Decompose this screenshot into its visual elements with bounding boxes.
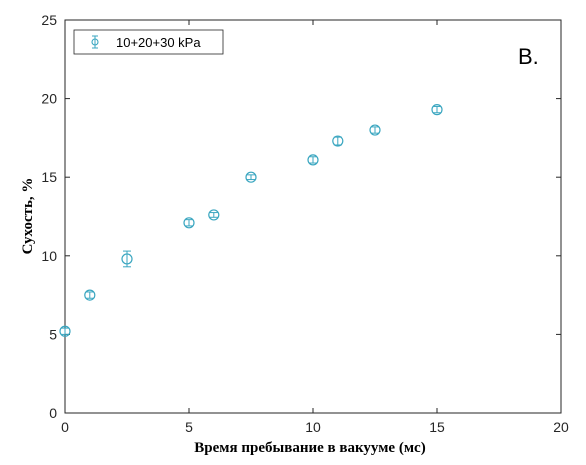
x-tick-label: 20 <box>553 419 569 435</box>
x-axis-title: Время пребывание в вакууме (мс) <box>194 440 425 456</box>
data-point <box>84 289 96 301</box>
plot-area <box>64 19 562 414</box>
data-point-marker <box>431 104 443 116</box>
legend-marker-circle <box>91 38 99 46</box>
data-point-marker <box>183 217 195 229</box>
data-point-marker <box>121 253 133 265</box>
data-point-marker <box>307 154 319 166</box>
data-point-marker <box>208 209 220 221</box>
x-tick-label: 10 <box>305 419 321 435</box>
axis-ticks: 0 5 10 15 20 0 5 10 15 20 25 <box>41 12 569 435</box>
legend-label: 10+20+30 kPa <box>116 35 201 50</box>
data-point <box>245 171 257 183</box>
data-point-marker <box>84 289 96 301</box>
data-point-marker <box>369 124 381 136</box>
legend: 10+20+30 kPa <box>73 29 224 55</box>
data-point <box>307 154 319 166</box>
data-point <box>431 104 443 116</box>
x-tick-label: 5 <box>185 419 193 435</box>
legend-box <box>73 29 224 55</box>
panel-label: B. <box>518 44 539 69</box>
data-point-marker <box>59 325 71 337</box>
data-point <box>208 209 220 221</box>
data-point-marker <box>332 135 344 147</box>
y-tick-label: 5 <box>49 326 57 342</box>
data-point <box>183 217 195 229</box>
y-tick-label: 0 <box>49 405 57 421</box>
data-marks <box>59 104 443 337</box>
data-point <box>59 325 71 337</box>
x-tick-label: 0 <box>61 419 69 435</box>
y-axis-title: Сухость, % <box>20 178 36 255</box>
data-point <box>121 250 133 268</box>
y-tick-label: 15 <box>41 169 57 185</box>
x-tick-label: 15 <box>429 419 445 435</box>
data-point-marker <box>245 171 257 183</box>
y-tick-label: 10 <box>41 248 57 264</box>
y-tick-label: 20 <box>41 91 57 107</box>
data-point <box>332 135 344 147</box>
y-tick-label: 25 <box>41 12 57 28</box>
legend-marker <box>91 35 99 49</box>
data-point <box>369 124 381 136</box>
